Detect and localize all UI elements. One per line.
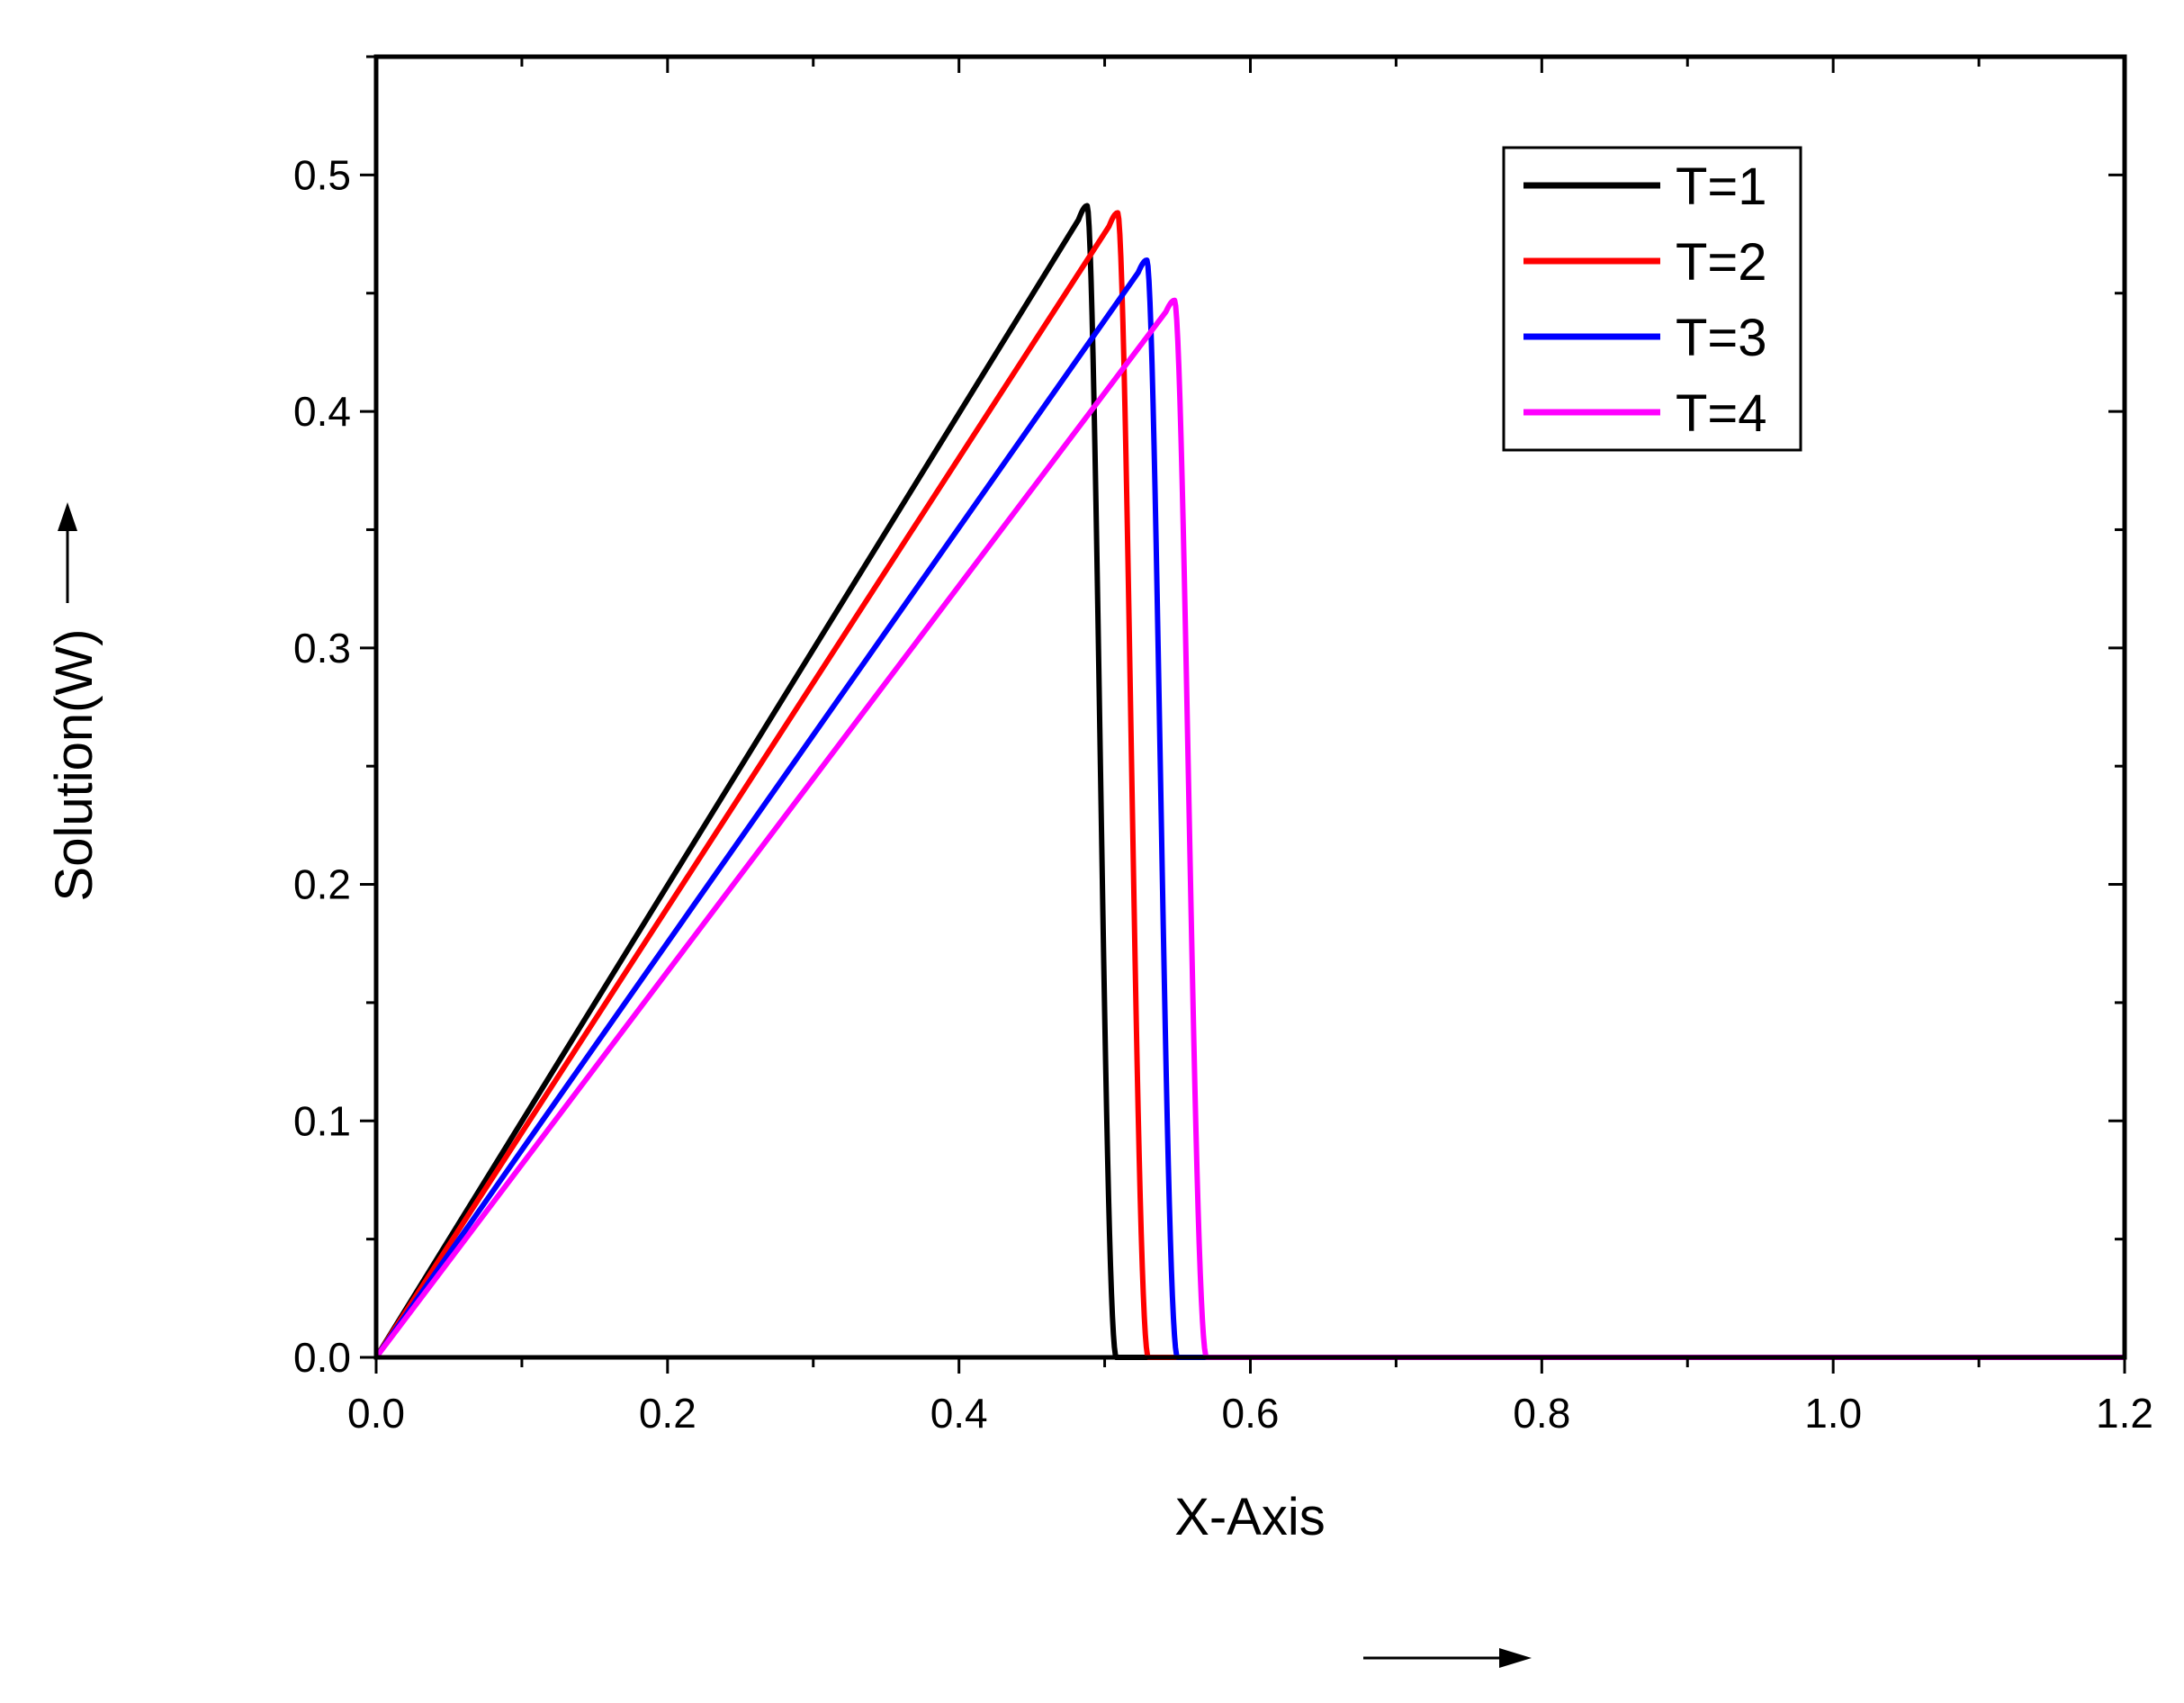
x-tick-label: 1.2 [2096, 1390, 2153, 1437]
y-tick-label: 0.3 [293, 625, 351, 671]
x-axis-title: X-Axis [1174, 1488, 1326, 1546]
y-axis: 0.0 0.1 0.2 0.3 0.4 0.5 [293, 55, 2125, 1381]
series-lines [373, 203, 2125, 1360]
y-tick-label: 0.1 [293, 1097, 351, 1144]
y-tick-label: 0.0 [293, 1334, 351, 1381]
x-tick-label: 1.0 [1804, 1390, 1862, 1437]
legend: T=1 T=2 T=3 T=4 [1502, 146, 1802, 452]
legend-label: T=1 [1676, 158, 1767, 216]
x-tick-label: 0.6 [1222, 1390, 1280, 1437]
legend-label: T=4 [1676, 384, 1767, 443]
x-tick-label: 0.2 [639, 1390, 697, 1437]
plot-frame [373, 54, 2127, 1360]
legend-box [1502, 146, 1802, 452]
y-tick-label: 0.5 [293, 151, 351, 198]
x-axis: 0.0 0.2 0.4 0.6 0.8 1.0 1.2 [347, 57, 2153, 1437]
y-tick-label: 0.2 [293, 861, 351, 908]
y-axis-title: Solution(W) [45, 629, 103, 902]
x-axis-arrow [1363, 1648, 1532, 1668]
x-tick-label: 0.0 [347, 1390, 405, 1437]
series-line [373, 210, 2125, 1360]
legend-label: T=2 [1676, 233, 1767, 292]
x-tick-label: 0.8 [1513, 1390, 1570, 1437]
x-tick-label: 0.4 [930, 1390, 988, 1437]
series-line [373, 297, 2125, 1360]
y-axis-arrow [58, 502, 77, 603]
series-line [373, 203, 2125, 1360]
legend-label: T=3 [1676, 309, 1767, 367]
series-line [373, 257, 2125, 1360]
y-tick-label: 0.4 [293, 388, 351, 435]
